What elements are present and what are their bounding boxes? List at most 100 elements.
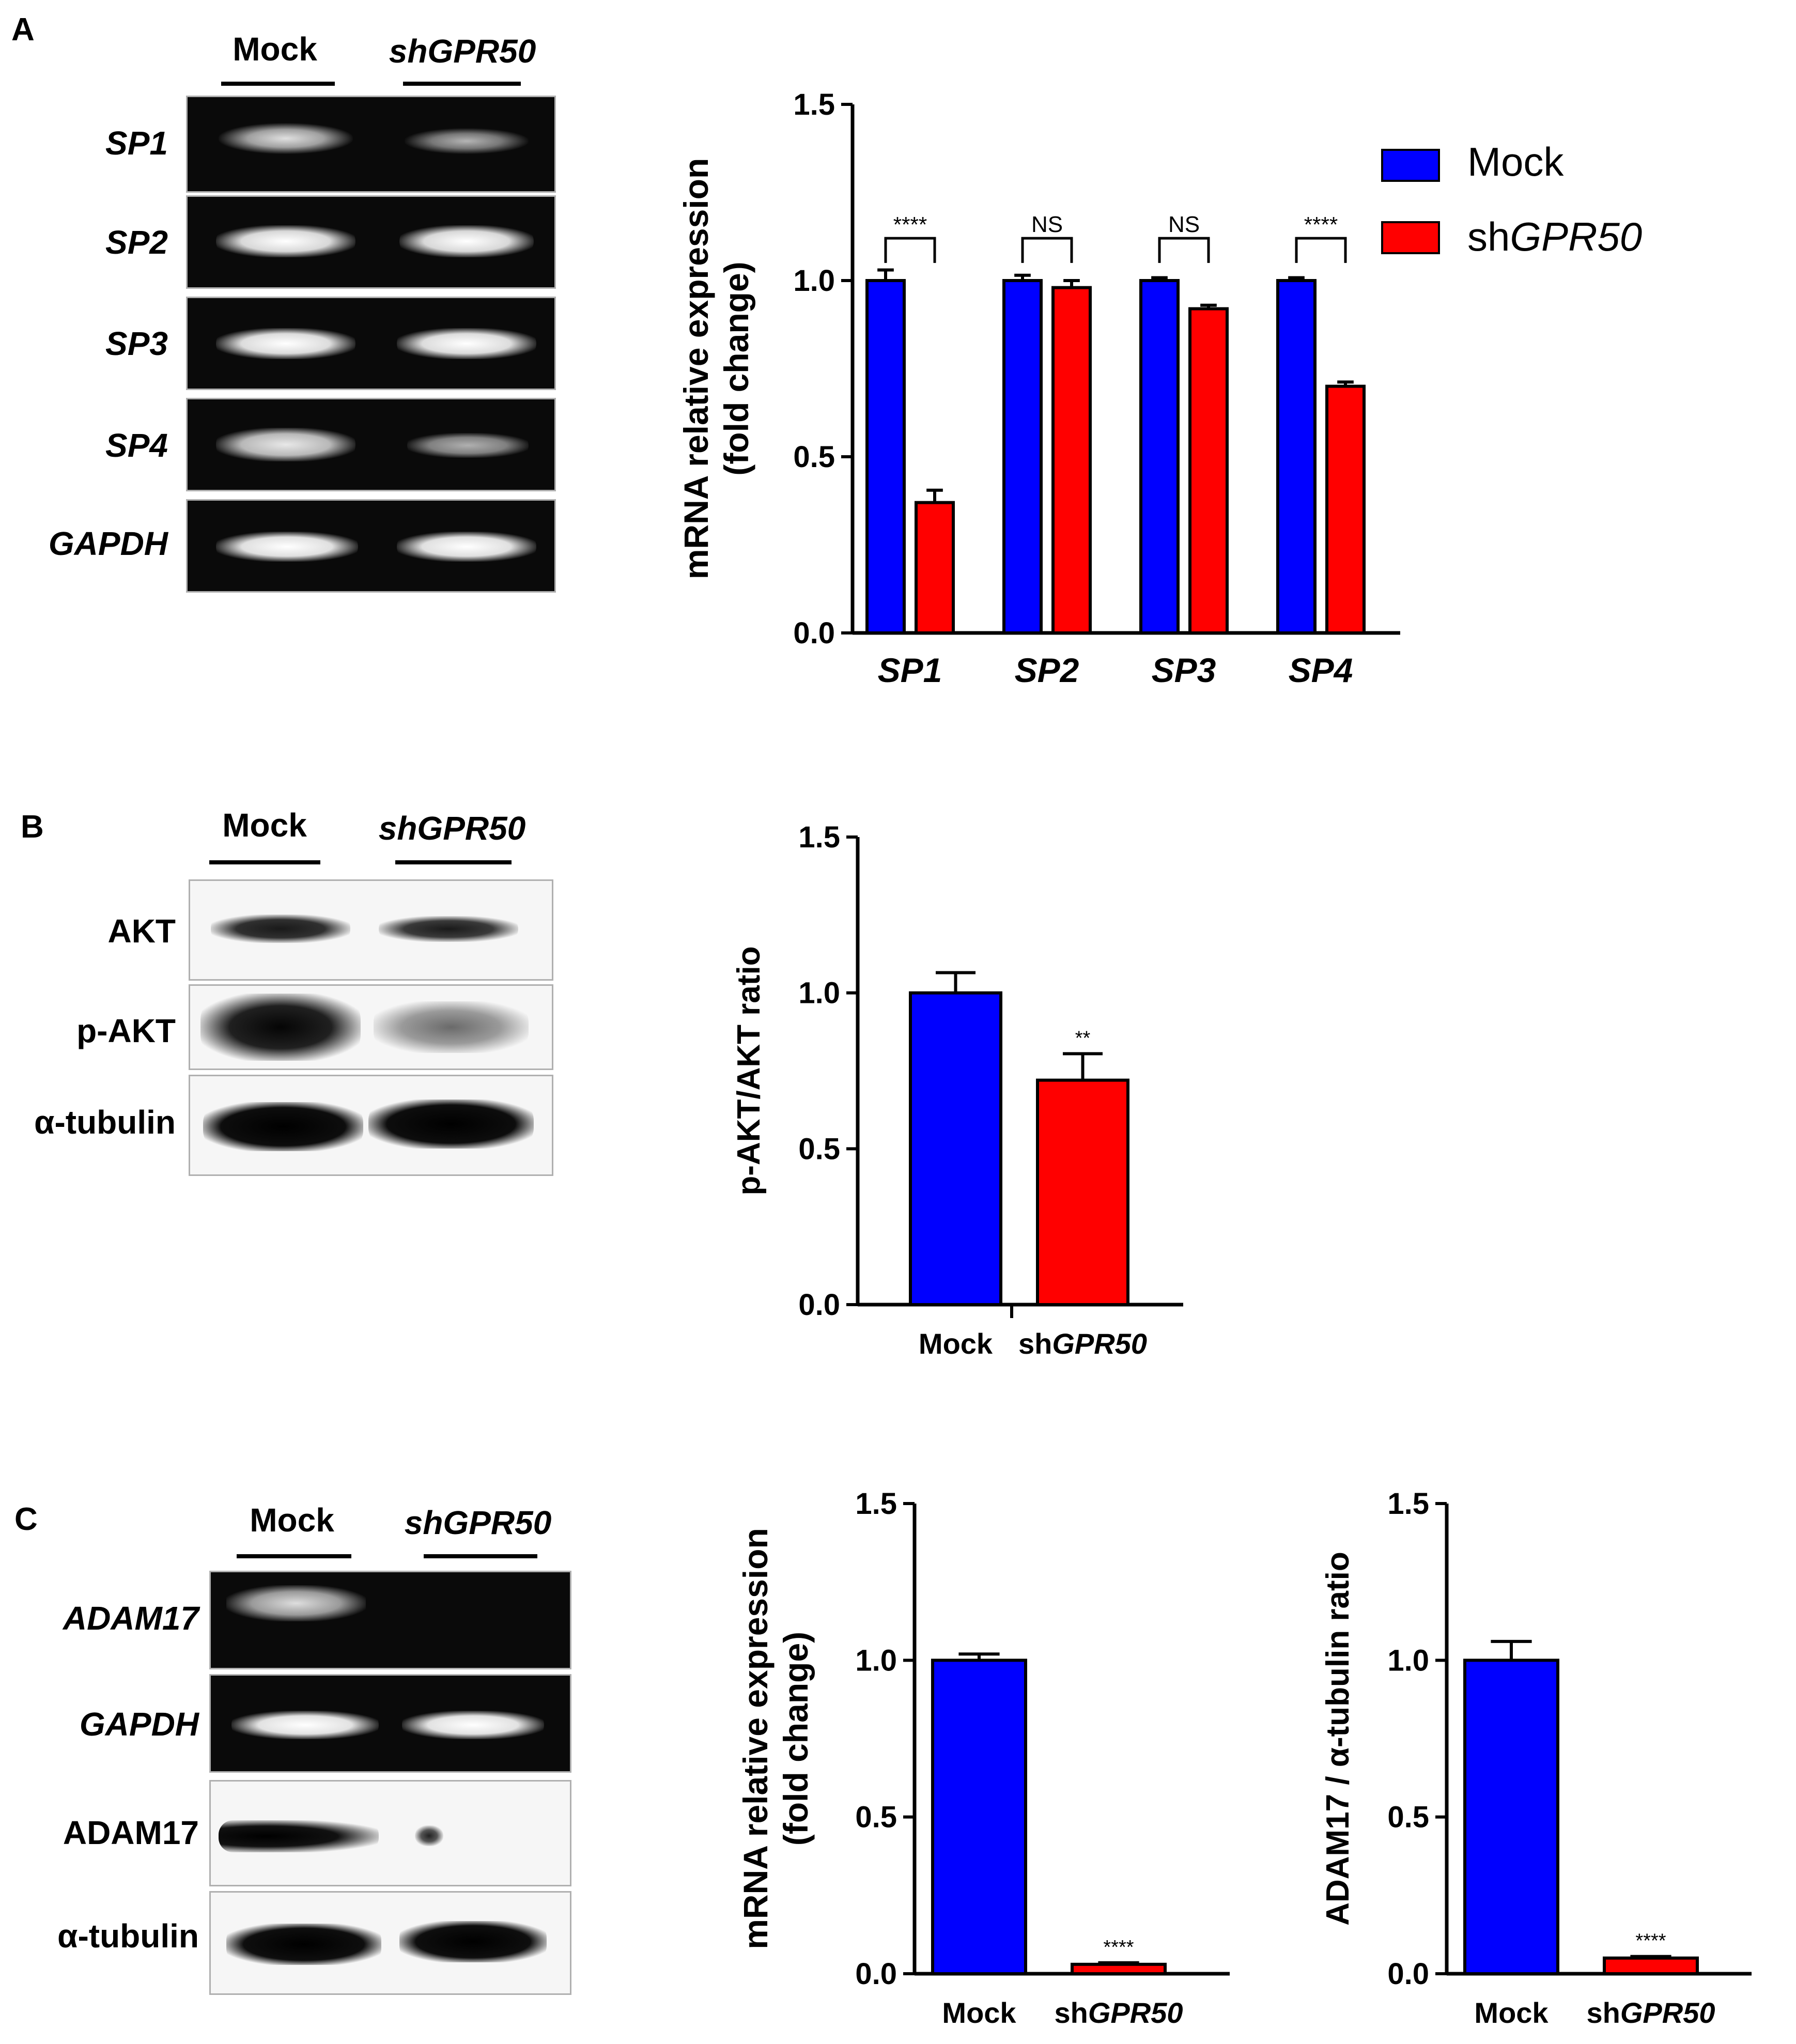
significance-label: **** bbox=[1635, 1930, 1666, 1952]
significance-bracket bbox=[1295, 237, 1347, 263]
x-tick-label: SP4 bbox=[1289, 651, 1353, 689]
blot-band bbox=[211, 915, 350, 943]
blot-c-lane-mock: Mock bbox=[250, 1501, 334, 1539]
y-tick-label: 0.0 bbox=[793, 616, 835, 650]
bar-chart-b: 0.0 0.5 1.0 1.5 p-AKT/AKT ratio Mock shGPR50 ** bbox=[731, 820, 1183, 1360]
blot-c-lane-sh: shGPR50 bbox=[404, 1504, 552, 1541]
gel-a-row-label: SP2 bbox=[105, 224, 168, 261]
gel-band bbox=[226, 1585, 366, 1621]
y-tick-label: 1.5 bbox=[793, 88, 835, 121]
y-axis-label: mRNA relative expression bbox=[736, 1528, 775, 1949]
bar bbox=[1603, 1956, 1699, 1976]
blot-b-row-label: α-tubulin bbox=[34, 1104, 176, 1141]
gel-band bbox=[216, 225, 355, 257]
y-tick-label: 1.0 bbox=[798, 977, 840, 1010]
legend-swatch-mock bbox=[1381, 149, 1440, 182]
gel-band-row bbox=[186, 398, 556, 491]
y-tick-label: 1.5 bbox=[798, 820, 840, 854]
y-axis-label: (fold change) bbox=[777, 1632, 815, 1846]
significance-label: **** bbox=[893, 212, 927, 237]
gel-band bbox=[216, 428, 355, 461]
significance-label: NS bbox=[1031, 212, 1063, 237]
panel-label-c: C bbox=[14, 1501, 38, 1537]
significance-label: ** bbox=[1075, 1027, 1091, 1049]
significance-label: NS bbox=[1168, 212, 1200, 237]
y-axis-label: p-AKT/AKT ratio bbox=[731, 946, 767, 1195]
significance-bracket bbox=[884, 237, 936, 263]
blot-b-row-label: AKT bbox=[107, 912, 176, 950]
x-tick-label: shGPR50 bbox=[1055, 1996, 1183, 2029]
bar bbox=[1036, 1078, 1129, 1306]
y-tick-label: 0.5 bbox=[1387, 1801, 1429, 1834]
legend-swatch-sh bbox=[1381, 221, 1440, 254]
blot-band-row bbox=[209, 1891, 571, 1995]
gel-a-lane-mock: Mock bbox=[233, 30, 317, 68]
blot-c-row-label: ADAM17 bbox=[63, 1814, 199, 1851]
bar bbox=[909, 991, 1002, 1306]
bar bbox=[1463, 1659, 1559, 1976]
gel-band bbox=[231, 1711, 379, 1739]
blot-c-row-label: α-tubulin bbox=[57, 1917, 199, 1955]
y-tick-label: 1.0 bbox=[855, 1644, 897, 1677]
y-axis-label: ADAM17 / α-tubulin ratio bbox=[1320, 1552, 1356, 1926]
gel-band bbox=[407, 433, 529, 458]
blot-band bbox=[200, 994, 361, 1061]
y-tick-label: 0.0 bbox=[1387, 1957, 1429, 1991]
significance-label: **** bbox=[1304, 212, 1338, 237]
y-tick-label: 0.5 bbox=[798, 1132, 840, 1166]
gel-band-row bbox=[186, 499, 556, 593]
blot-b-lane-sh-line bbox=[395, 860, 512, 864]
significance-bracket bbox=[1158, 237, 1210, 263]
gel-band bbox=[402, 1711, 544, 1739]
y-tick-label: 0.0 bbox=[798, 1288, 840, 1322]
gel-band-row bbox=[209, 1674, 571, 1773]
x-tick-label: Mock bbox=[942, 1996, 1016, 2029]
bar-chart-a: 0.0 0.5 1.0 1.5 mRNA relative expression (fol… bbox=[677, 88, 1642, 689]
y-tick-label: 0.5 bbox=[793, 440, 835, 474]
gel-a-row-label: SP4 bbox=[105, 427, 168, 464]
gel-band bbox=[399, 225, 534, 257]
y-tick-label: 1.5 bbox=[855, 1488, 897, 1521]
bar-chart-c2: 0.0 0.5 1.0 1.5 ADAM17 / α-tubulin ratio Mock… bbox=[1320, 1488, 1752, 2029]
gel-band bbox=[405, 128, 529, 154]
blot-band bbox=[203, 1102, 363, 1151]
x-tick-label: Mock bbox=[919, 1327, 993, 1360]
gel-a-lane-mock-line bbox=[221, 82, 335, 86]
bar bbox=[1002, 279, 1043, 634]
x-tick-label: SP2 bbox=[1015, 651, 1079, 689]
gel-band bbox=[219, 123, 353, 154]
gel-band-row bbox=[186, 297, 556, 390]
blot-b-lane-mock: Mock bbox=[222, 807, 307, 844]
gel-a-row-label: GAPDH bbox=[48, 525, 168, 562]
y-tick-label: 1.0 bbox=[1387, 1644, 1429, 1677]
significance-label: **** bbox=[1103, 1937, 1134, 1958]
bar bbox=[915, 501, 955, 634]
y-tick-label: 0.0 bbox=[855, 1957, 897, 1991]
blot-band-row bbox=[189, 1075, 553, 1176]
blot-band bbox=[379, 916, 518, 942]
x-tick-label: SP3 bbox=[1152, 651, 1216, 689]
gel-band bbox=[397, 532, 536, 562]
x-tick-label: SP1 bbox=[878, 651, 942, 689]
blot-c-lane-mock-line bbox=[237, 1554, 351, 1558]
y-tick-label: 1.5 bbox=[1387, 1488, 1429, 1521]
blot-band bbox=[219, 1820, 379, 1852]
gel-a-row-label: SP3 bbox=[105, 325, 168, 362]
bar bbox=[1188, 307, 1229, 634]
bar bbox=[1325, 384, 1366, 634]
blot-c-row-label: GAPDH bbox=[79, 1706, 199, 1743]
bar bbox=[931, 1659, 1027, 1976]
panel-label-b: B bbox=[21, 809, 44, 845]
x-tick-label: Mock bbox=[1474, 1996, 1549, 2029]
blot-band-row bbox=[189, 984, 553, 1070]
y-tick-label: 1.0 bbox=[793, 264, 835, 298]
gel-a-row-label: SP1 bbox=[105, 125, 168, 162]
blot-band bbox=[374, 1001, 529, 1053]
blot-b-row-label: p-AKT bbox=[76, 1012, 176, 1049]
blot-band-row bbox=[209, 1780, 571, 1886]
blot-band bbox=[415, 1825, 443, 1846]
significance-bracket bbox=[1021, 237, 1073, 263]
blot-band bbox=[226, 1924, 381, 1965]
blot-band bbox=[368, 1100, 534, 1149]
bar bbox=[865, 279, 906, 634]
